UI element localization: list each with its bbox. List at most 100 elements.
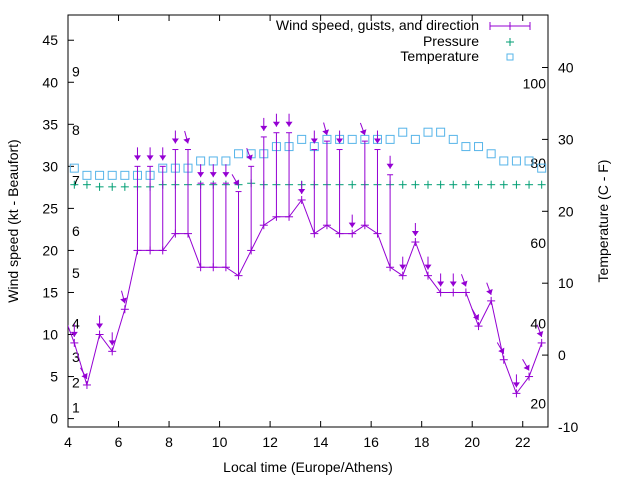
y2-tick-label: 40 <box>558 59 574 75</box>
wind-direction-arrow <box>322 122 330 136</box>
x-tick-label: 6 <box>115 434 123 450</box>
gust-bar <box>248 165 255 251</box>
wind-direction-arrow-head <box>536 331 544 337</box>
x-tick-label: 16 <box>363 434 379 450</box>
wind-direction-arrow <box>424 256 432 270</box>
wind-direction-arrow-head <box>472 314 480 321</box>
wind-direction-arrow <box>522 359 530 371</box>
wind-direction-arrow-head <box>310 138 318 144</box>
wind-direction-arrow-head <box>209 172 217 178</box>
temperature-point <box>398 127 408 137</box>
pressure-point <box>424 180 432 189</box>
wind-direction-arrow-head <box>183 137 191 144</box>
x-tick-label: 20 <box>464 434 480 450</box>
axis-tick-labels: 4 6 8 10 12 14 16 18 20 22051015202530354045-1001… <box>42 32 578 450</box>
pressure-point <box>120 182 129 191</box>
y-tick-label: 45 <box>42 32 58 48</box>
wind-direction-arrow-head <box>197 172 205 178</box>
wind-direction-arrow <box>359 122 367 136</box>
x-tick-label: 14 <box>313 434 329 450</box>
wind-direction-arrow <box>209 164 217 178</box>
fahrenheit-label: 100 <box>523 75 547 91</box>
wind-direction-arrow <box>310 130 318 144</box>
wind-direction-arrow-head <box>399 264 407 270</box>
y2-tick-label: 0 <box>558 347 566 363</box>
y-tick-label: 15 <box>42 284 58 300</box>
wind-speed-point <box>285 212 294 221</box>
pressure-point <box>108 182 117 191</box>
wind-speed-point <box>120 305 129 314</box>
wind-speed-point <box>424 271 432 280</box>
wind-direction-arrow <box>496 342 505 354</box>
wind-speed-point <box>537 338 546 347</box>
wind-direction-arrow-head <box>512 382 520 388</box>
y-tick-label: 0 <box>50 411 58 427</box>
wind-speed-series <box>68 195 546 398</box>
wind-direction-arrow <box>437 273 445 287</box>
gust-bar <box>286 132 293 217</box>
wind-direction-arrow <box>336 130 344 144</box>
wind-direction-arrow <box>171 130 179 144</box>
wind-direction-arrow-head <box>359 129 367 136</box>
wind-speed-point <box>322 221 331 230</box>
wind-direction-arrow <box>411 223 419 237</box>
gust-bar <box>210 182 217 268</box>
axis-ticks <box>67 15 548 428</box>
wind-direction-arrow <box>373 130 381 144</box>
gust-bar <box>222 182 229 268</box>
beaufort-label: 6 <box>72 223 80 239</box>
wind-speed-point <box>411 238 420 247</box>
gust-series <box>134 132 394 276</box>
beaufort-label: 2 <box>72 374 80 390</box>
legend-swatch-pressure <box>506 38 514 46</box>
beaufort-label: 9 <box>72 63 80 79</box>
wind-direction-arrow-head <box>298 188 306 194</box>
wind-speed-point <box>499 355 508 364</box>
wind-direction-arrow <box>512 374 520 388</box>
wind-speed-point <box>95 330 104 339</box>
wind-direction-arrow <box>108 332 116 346</box>
temperature-point <box>221 156 231 166</box>
x-tick-label: 12 <box>262 434 278 450</box>
beaufort-labels: 1 2 3 4 5 6 7 8 9 <box>72 63 80 415</box>
wind-direction-arrow <box>449 273 457 287</box>
wind-speed-point <box>70 338 79 347</box>
wind-speed-point <box>209 263 218 272</box>
y-tick-label: 20 <box>42 242 58 258</box>
wind-direction-arrow-head <box>232 179 240 186</box>
wind-direction-arrow <box>120 290 127 304</box>
wind-direction-arrow <box>386 155 394 169</box>
wind-direction-arrow-head <box>133 155 141 161</box>
temperature-point <box>95 170 105 180</box>
wind-direction-arrow-head <box>120 297 127 304</box>
wind-direction-arrow-head <box>272 121 280 127</box>
gust-bar <box>235 191 242 276</box>
wind-direction-arrow <box>298 180 306 194</box>
x-axis-label: Local time (Europe/Athens) <box>223 459 393 475</box>
wind-direction-arrow <box>272 113 280 127</box>
wind-direction-arrow <box>471 308 480 321</box>
gust-bar <box>323 140 330 226</box>
wind-direction-arrow <box>486 282 493 296</box>
wind-direction-arrow <box>70 323 78 337</box>
wind-direction-arrow-head <box>486 288 493 295</box>
gust-bar <box>147 165 154 251</box>
temperature-point <box>69 163 79 173</box>
wind-speed-point <box>158 246 167 255</box>
pressure-point <box>82 180 91 189</box>
wind-speed-point <box>133 246 142 255</box>
y-tick-label: 10 <box>42 327 58 343</box>
gust-bar <box>336 149 343 234</box>
y2-tick-label: 10 <box>558 275 574 291</box>
temperature-point <box>499 156 509 166</box>
wind-speed-point <box>221 263 230 272</box>
gust-bar <box>197 182 204 268</box>
y-tick-label: 25 <box>42 200 58 216</box>
wind-direction-arrow-head <box>159 155 167 161</box>
x-tick-label: 22 <box>515 434 531 450</box>
plot-frame <box>67 14 549 428</box>
wind-direction-arrow <box>348 214 356 228</box>
wind-direction-arrow-head <box>373 138 381 144</box>
pressure-point <box>348 180 357 189</box>
legend-swatch-temperature <box>506 53 514 61</box>
